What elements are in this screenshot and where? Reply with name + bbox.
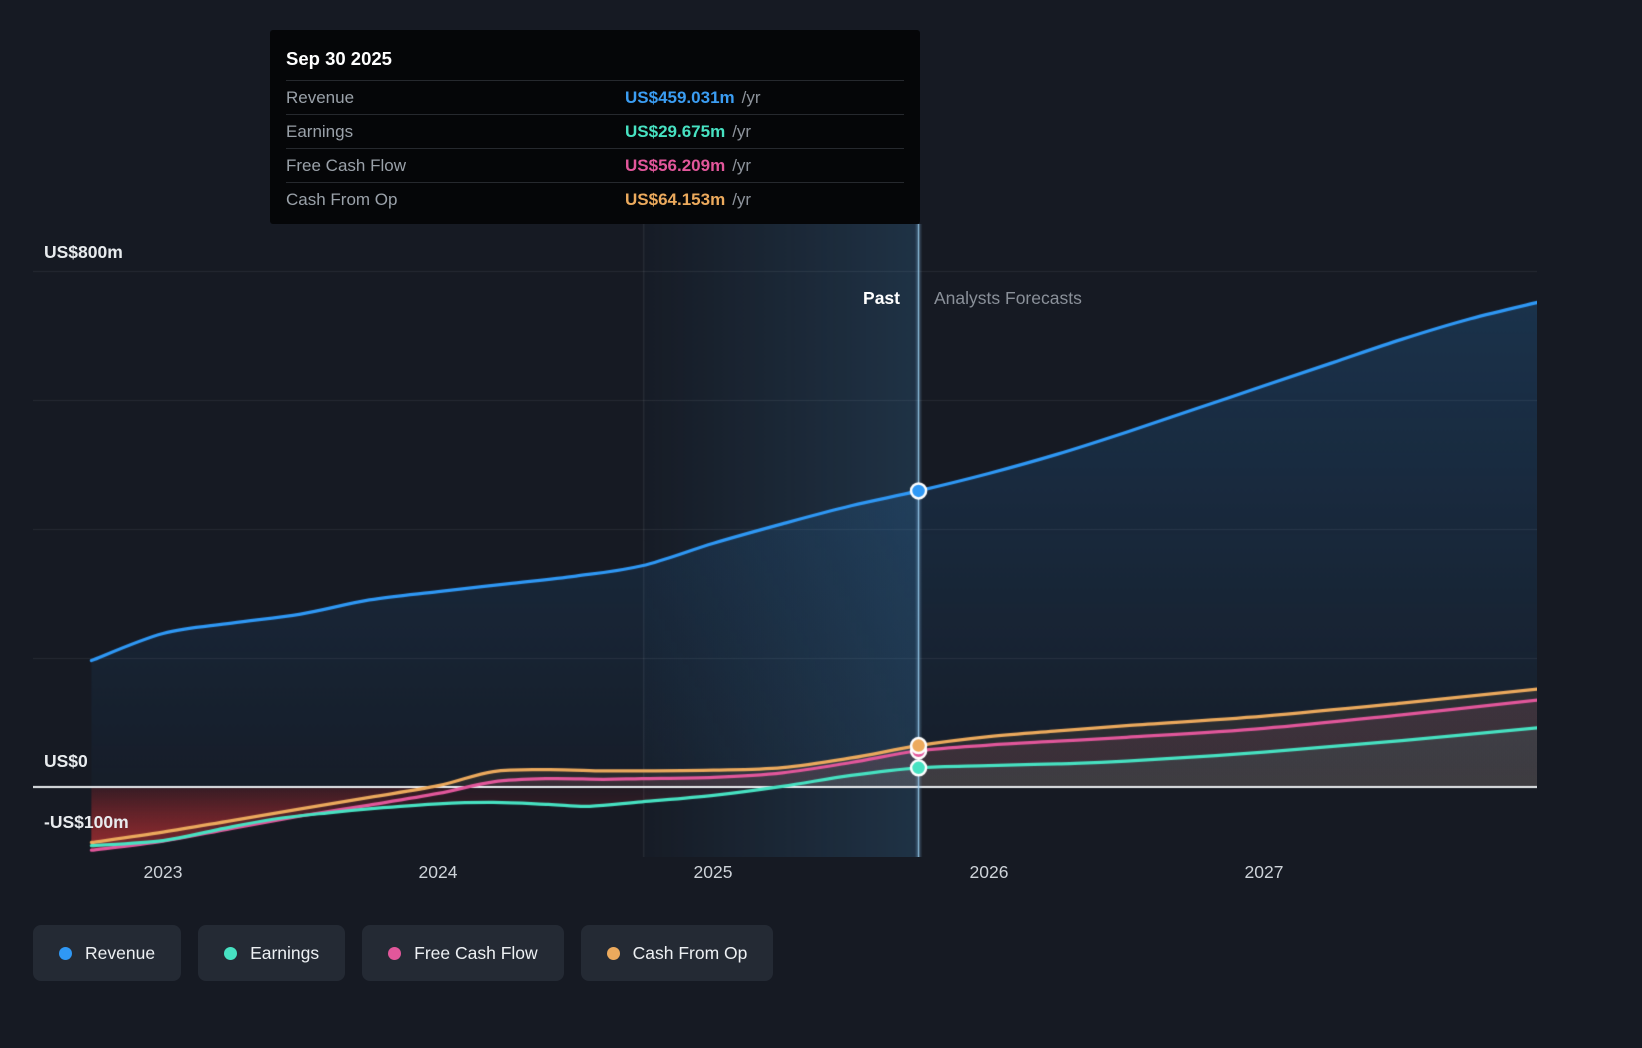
tooltip-value: US$29.675m bbox=[625, 121, 726, 141]
past-label: Past bbox=[863, 288, 900, 308]
earnings-dot-icon bbox=[224, 946, 238, 960]
legend-label: Free Cash Flow bbox=[414, 942, 538, 963]
legend-label: Earnings bbox=[250, 942, 320, 963]
chart-canvas[interactable] bbox=[33, 224, 1537, 857]
tooltip-row-earnings: Earnings US$29.675m /yr bbox=[286, 115, 904, 149]
tooltip-label: Cash From Op bbox=[286, 189, 398, 209]
legend: Revenue Earnings Free Cash Flow Cash Fro… bbox=[33, 925, 774, 981]
tooltip-unit: /yr bbox=[732, 155, 752, 175]
tooltip-row-cash-from-op: Cash From Op US$64.153m /yr bbox=[286, 183, 904, 216]
chart-tooltip: Sep 30 2025 Revenue US$459.031m /yr Earn… bbox=[270, 30, 920, 224]
tooltip-unit: /yr bbox=[741, 87, 761, 107]
tooltip-unit: /yr bbox=[732, 189, 752, 209]
tooltip-unit: /yr bbox=[732, 121, 752, 141]
tooltip-label: Earnings bbox=[286, 121, 354, 141]
free-cash-flow-dot-icon bbox=[388, 946, 402, 960]
tooltip-value: US$64.153m bbox=[625, 189, 726, 209]
y-axis-label-800m: US$800m bbox=[44, 242, 123, 262]
analysts-forecasts-label: Analysts Forecasts bbox=[934, 288, 1082, 308]
tooltip-date: Sep 30 2025 bbox=[286, 34, 904, 81]
legend-label: Revenue bbox=[85, 942, 156, 963]
x-axis-label-2023: 2023 bbox=[143, 862, 183, 882]
tooltip-row-revenue: Revenue US$459.031m /yr bbox=[286, 81, 904, 115]
tooltip-value: US$459.031m bbox=[625, 87, 735, 107]
y-axis-label-0: US$0 bbox=[44, 751, 88, 771]
x-axis-label-2024: 2024 bbox=[418, 862, 458, 882]
cash-from-op-dot-icon bbox=[606, 946, 620, 960]
tooltip-value: US$56.209m bbox=[625, 155, 726, 175]
legend-item-earnings[interactable]: Earnings bbox=[198, 925, 346, 981]
tooltip-label: Free Cash Flow bbox=[286, 155, 406, 175]
revenue-dot-icon bbox=[59, 946, 72, 960]
legend-item-revenue[interactable]: Revenue bbox=[33, 925, 182, 981]
x-axis-label-2027: 2027 bbox=[1244, 862, 1284, 882]
legend-label: Cash From Op bbox=[632, 942, 748, 963]
legend-item-cash-from-op[interactable]: Cash From Op bbox=[580, 925, 774, 981]
x-axis-label-2026: 2026 bbox=[969, 862, 1009, 882]
legend-item-free-cash-flow[interactable]: Free Cash Flow bbox=[362, 925, 564, 981]
tooltip-row-free-cash-flow: Free Cash Flow US$56.209m /yr bbox=[286, 149, 904, 183]
x-axis-label-2025: 2025 bbox=[693, 862, 733, 882]
y-axis-label-neg100m: -US$100m bbox=[44, 812, 129, 832]
tooltip-label: Revenue bbox=[286, 87, 355, 107]
